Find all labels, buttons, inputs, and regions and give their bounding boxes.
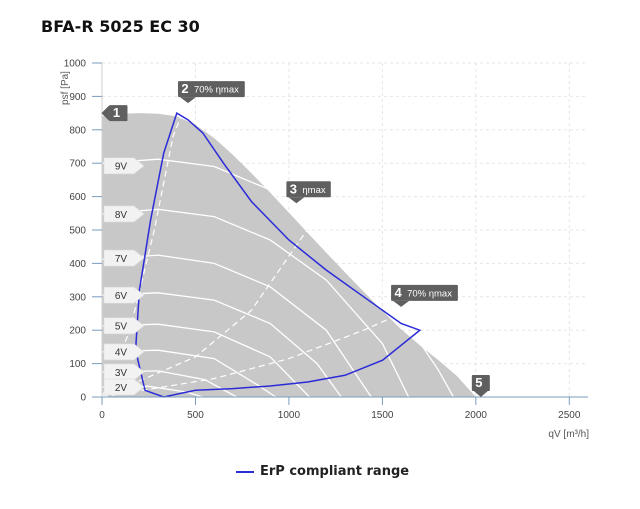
marker-4-number: 4: [394, 285, 402, 300]
legend-swatch: [236, 470, 254, 473]
marker-3-number: 3: [290, 181, 297, 196]
marker-1-number: 1: [113, 105, 120, 120]
voltage-label: 3V: [115, 368, 128, 379]
voltage-label-bg: [103, 363, 145, 381]
voltage-label-bg: [103, 343, 145, 361]
fan-envelope-layer: [102, 113, 476, 397]
marker-5-box: [471, 375, 490, 391]
efficiency-lines-layer: [101, 102, 439, 398]
voltage-label-bg: [103, 249, 145, 267]
y-tick-label: 300: [69, 292, 86, 303]
x-axis-label: qV [m³/h]: [548, 429, 589, 440]
efficiency-line-2: [101, 176, 346, 398]
x-tick-label: 2000: [465, 410, 488, 421]
fan-envelope: [102, 113, 476, 397]
y-tick-label: 200: [69, 326, 86, 337]
voltage-label: 6V: [115, 291, 128, 302]
y-axis-label: psf [Pa]: [60, 71, 71, 105]
erp-compliant-boundary: [134, 111, 422, 398]
marker-2-caption: 70% ηmax: [194, 85, 239, 96]
y-tick-label: 600: [69, 192, 86, 203]
voltage-label: 5V: [115, 322, 128, 333]
x-tick-label: 2500: [558, 410, 581, 421]
voltage-curve-8v: [101, 208, 410, 398]
y-tick-label: 700: [69, 159, 86, 170]
marker-4-caption: 70% ηmax: [407, 288, 452, 299]
efficiency-line-1: [101, 102, 187, 398]
x-tick-label: 1500: [371, 410, 394, 421]
axes-layer: 0 100 200 300 400 500 600 700 800 900 1000 0 500 1000…: [64, 59, 588, 421]
voltage-label-bg: [103, 317, 145, 335]
voltage-curve-9v: [101, 158, 454, 398]
voltage-label: 2V: [115, 383, 128, 394]
voltage-curve-6v: [101, 292, 342, 398]
legend-label: ErP compliant range: [260, 464, 410, 479]
marker-5-pointer: [473, 391, 488, 397]
voltage-label: 4V: [115, 348, 128, 359]
x-tick-label: 0: [99, 410, 105, 421]
x-tick-label: 1000: [278, 410, 301, 421]
marker-3-caption: ηmax: [302, 185, 325, 196]
marker-2-pointer: [179, 97, 196, 104]
y-tick-label: 100: [69, 359, 86, 370]
marker-3-box: [286, 181, 331, 198]
voltage-labels-layer: 9V 8V 7V 6V 5V 4V 3V 2V: [103, 157, 145, 396]
voltage-label-bg: [103, 205, 145, 223]
y-tick-label: 500: [69, 226, 86, 237]
marker-1-pointer: [101, 105, 110, 122]
marker-1-box: [109, 105, 128, 122]
voltage-label: 7V: [115, 254, 128, 265]
y-tick-label: 800: [69, 125, 86, 136]
y-tick-label: 0: [80, 393, 86, 404]
voltage-label-bg: [103, 157, 145, 175]
marker-4-box: [391, 284, 458, 301]
x-tick-label: 500: [187, 410, 204, 421]
y-tick-label: 400: [69, 259, 86, 270]
voltage-label-bg: [103, 378, 145, 396]
voltage-curve-7v: [101, 254, 372, 398]
marker-3-pointer: [288, 197, 305, 204]
marker-2-number: 2: [181, 81, 188, 96]
voltage-label: 9V: [115, 162, 128, 173]
erp-range-layer: [134, 111, 422, 398]
y-tick-label: 900: [69, 92, 86, 103]
legend[interactable]: ErP compliant range: [236, 464, 409, 479]
y-tick-label: 1000: [64, 59, 87, 70]
efficiency-line-3: [101, 296, 439, 398]
marker-2-box: [177, 81, 245, 98]
chart-title: BFA-R 5025 EC 30: [41, 17, 200, 36]
marker-4-pointer: [393, 300, 410, 307]
markers-layer: 1 2 70% ηmax 3 ηmax 4 70% ηmax 5: [101, 81, 490, 397]
voltage-label-bg: [103, 286, 145, 304]
marker-5-number: 5: [475, 375, 482, 390]
voltage-label: 8V: [115, 210, 128, 221]
